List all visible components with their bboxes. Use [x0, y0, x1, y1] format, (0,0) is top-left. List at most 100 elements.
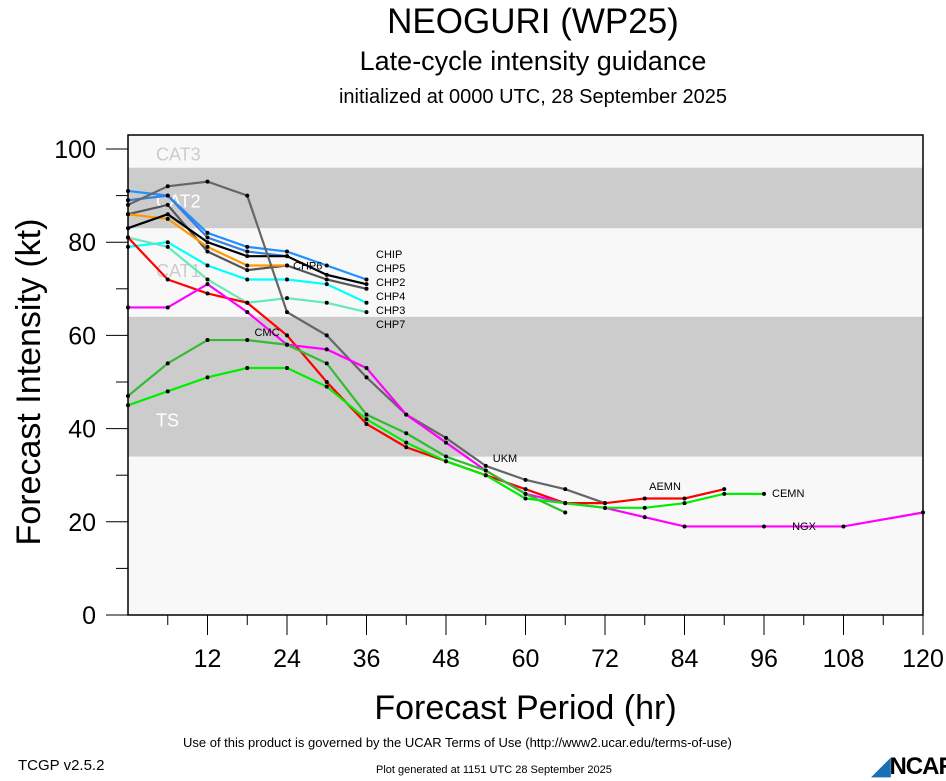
chart-title: NEOGURI (WP25) [387, 2, 679, 41]
data-point-chp5 [205, 235, 210, 240]
data-point-cemn [563, 501, 568, 506]
series-label-chp4: CHP4 [376, 291, 405, 303]
data-point-cmc [563, 510, 568, 515]
data-point-aemn [285, 333, 289, 338]
data-point-ukm [205, 179, 210, 184]
x-tick-label: 84 [671, 645, 699, 673]
x-tick-label: 60 [512, 645, 540, 673]
terms-text: Use of this product is governed by the U… [183, 735, 732, 750]
data-point-chp2 [126, 226, 130, 231]
data-point-chp4 [245, 268, 250, 273]
band-label-ts: TS [156, 410, 179, 430]
series-label-cmc: CMC [254, 327, 279, 339]
data-point-aemn [722, 487, 727, 492]
data-point-cemn [722, 491, 727, 496]
data-point-chp3 [324, 282, 329, 287]
data-point-aemn [245, 300, 250, 305]
y-tick-label: 60 [68, 322, 96, 350]
y-tick-label: 20 [68, 509, 96, 537]
data-point-cemn [444, 459, 448, 464]
y-tick-label: 0 [82, 602, 96, 630]
data-point-chp4 [205, 249, 210, 254]
x-tick-label: 72 [591, 645, 619, 673]
data-point-aemn [165, 277, 170, 282]
data-point-cmc [444, 454, 448, 459]
data-point-chp2 [165, 212, 170, 217]
data-point-cemn [642, 505, 647, 510]
data-point-chip [364, 277, 369, 282]
data-point-ngx [682, 524, 687, 529]
data-point-cemn [483, 473, 488, 478]
series-label-chp5: CHP5 [376, 263, 405, 275]
data-point-cemn [762, 491, 766, 496]
data-point-cmc [404, 431, 409, 436]
band-label-cat1: CAT1 [156, 261, 201, 281]
data-point-cmc [165, 361, 170, 366]
data-point-chp2 [205, 240, 210, 245]
data-point-ukm [483, 463, 488, 468]
ncar-logo: ◢NCAR [872, 753, 946, 780]
data-point-chp6 [165, 216, 170, 221]
series-label-chp3: CHP3 [376, 305, 405, 317]
y-tick-label: 100 [54, 136, 96, 164]
data-point-chip [205, 230, 210, 235]
x-tick-label: 12 [194, 645, 222, 673]
data-point-cemn [603, 505, 607, 510]
data-point-ukm [563, 487, 568, 492]
data-point-chp5 [165, 193, 170, 198]
version-text: TCGP v2.5.2 [18, 757, 105, 774]
data-point-cemn [126, 403, 130, 408]
band-cat3 [128, 135, 923, 168]
data-point-ngx [126, 305, 130, 310]
data-point-ngx [324, 347, 329, 352]
data-point-chp4 [364, 286, 369, 291]
data-point-chp6 [126, 212, 130, 217]
data-point-aemn [205, 291, 210, 296]
data-point-chp6 [205, 244, 210, 249]
data-point-ngx [642, 515, 647, 520]
data-point-cmc [523, 491, 528, 496]
data-point-cemn [245, 366, 250, 371]
data-point-chip [245, 244, 250, 249]
data-point-aemn [603, 501, 607, 506]
series-label-chp7: CHP7 [376, 319, 405, 331]
band-cat2 [128, 167, 923, 229]
data-point-chp3 [285, 277, 289, 282]
generated-text: Plot generated at 1151 UTC 28 September … [376, 764, 612, 776]
data-point-chp6 [285, 263, 289, 268]
x-tick-label: 120 [902, 645, 944, 673]
data-point-ukm [285, 310, 289, 315]
chart-subtitle: Late-cycle intensity guidance [359, 46, 707, 76]
data-point-chp2 [324, 272, 329, 277]
x-tick-label: 36 [353, 645, 381, 673]
data-point-cemn [682, 501, 687, 506]
data-point-chip [126, 188, 130, 193]
data-point-ukm [324, 333, 329, 338]
data-point-cemn [364, 417, 369, 422]
data-point-ukm [126, 202, 130, 207]
data-point-cmc [483, 468, 488, 473]
data-point-chp3 [165, 240, 170, 245]
data-point-ngx [364, 366, 369, 371]
data-point-cmc [364, 412, 369, 417]
series-label-chp2: CHP2 [376, 277, 405, 289]
data-point-aemn [642, 496, 647, 501]
x-tick-label: 108 [823, 645, 865, 673]
data-point-aemn [404, 445, 409, 450]
data-point-chp2 [245, 254, 250, 259]
data-point-chp5 [126, 198, 130, 203]
data-point-ukm [245, 193, 250, 198]
data-point-chp7 [165, 244, 170, 249]
series-label-aemn: AEMN [649, 481, 681, 493]
data-point-cemn [523, 496, 528, 501]
y-tick-label: 80 [68, 229, 96, 257]
x-axis-label: Forecast Period (hr) [374, 689, 676, 727]
y-axis-label: Forecast Intensity (kt) [10, 219, 48, 546]
data-point-chp2 [285, 254, 289, 259]
data-point-chip [324, 263, 329, 268]
series-label-cemn: CEMN [772, 488, 804, 500]
data-point-ukm [165, 184, 170, 189]
data-point-chp7 [285, 296, 289, 301]
band-label-cat3: CAT3 [156, 145, 201, 165]
data-point-ngx [205, 282, 210, 287]
